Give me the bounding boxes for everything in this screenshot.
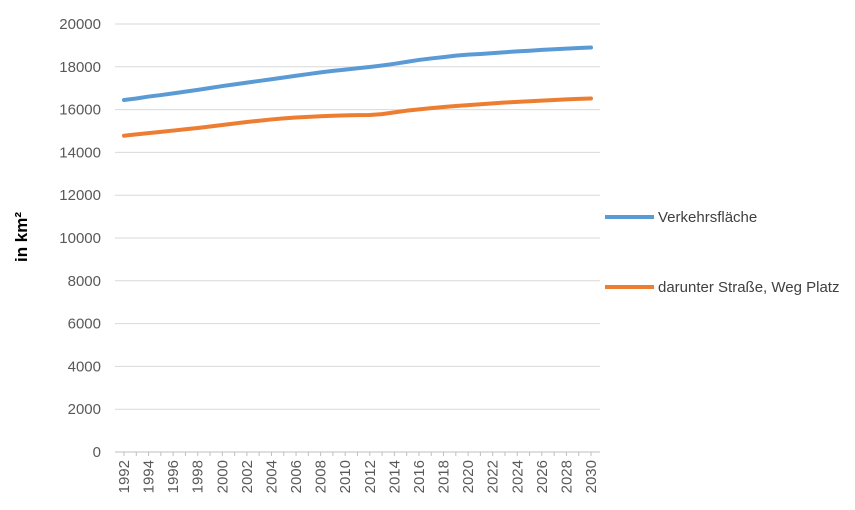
y-tick-label: 12000 bbox=[59, 187, 101, 204]
y-tick-label: 6000 bbox=[68, 316, 101, 333]
y-axis-label: in km² bbox=[12, 212, 31, 262]
x-tick-label: 2008 bbox=[313, 460, 330, 493]
x-tick-label: 2020 bbox=[460, 460, 477, 493]
series-lines bbox=[122, 45, 593, 138]
y-tick-label: 2000 bbox=[68, 401, 101, 418]
y-tick-label: 14000 bbox=[59, 144, 101, 161]
x-tick-label: 2014 bbox=[386, 460, 403, 493]
y-tick-label: 10000 bbox=[59, 230, 101, 247]
y-tick-label: 18000 bbox=[59, 59, 101, 76]
x-tick-label: 1996 bbox=[165, 460, 182, 493]
x-tick-label: 2000 bbox=[214, 460, 231, 493]
axes bbox=[115, 451, 600, 456]
x-tick-label: 2004 bbox=[263, 460, 280, 493]
x-tick-label: 2030 bbox=[583, 460, 600, 493]
legend-label-2: darunter Straße, Weg Platz bbox=[658, 279, 839, 296]
x-tick-label: 2012 bbox=[362, 460, 379, 493]
x-tick-label: 2010 bbox=[337, 460, 354, 493]
x-tick-label: 1992 bbox=[116, 460, 133, 493]
x-tick-label: 2016 bbox=[411, 460, 428, 493]
y-tick-label: 0 bbox=[93, 444, 101, 461]
x-tick-label: 1998 bbox=[190, 460, 207, 493]
y-tick-label: 8000 bbox=[68, 273, 101, 290]
series-line-1 bbox=[122, 45, 593, 102]
y-tick-label: 16000 bbox=[59, 102, 101, 119]
x-tick-label: 2002 bbox=[239, 460, 256, 493]
y-tick-label: 20000 bbox=[59, 16, 101, 33]
x-tick-label: 2028 bbox=[558, 460, 575, 493]
y-tick-label: 4000 bbox=[68, 358, 101, 375]
x-tick-label: 2026 bbox=[534, 460, 551, 493]
legend-label-1: Verkehrsfläche bbox=[658, 209, 757, 226]
tick-labels: 0 2000 4000 6000 8000 10000 12000 14000 16000 180… bbox=[59, 16, 600, 493]
x-tick-label: 2018 bbox=[436, 460, 453, 493]
legend: Verkehrsfläche darunter Straße, Weg Platz bbox=[605, 209, 839, 296]
x-tick-label: 1994 bbox=[141, 460, 158, 493]
x-tick-label: 2022 bbox=[485, 460, 502, 493]
x-tick-label: 2024 bbox=[509, 460, 526, 493]
x-tick-label: 2006 bbox=[288, 460, 305, 493]
gridlines bbox=[115, 23, 600, 410]
series-line-2 bbox=[122, 96, 593, 138]
